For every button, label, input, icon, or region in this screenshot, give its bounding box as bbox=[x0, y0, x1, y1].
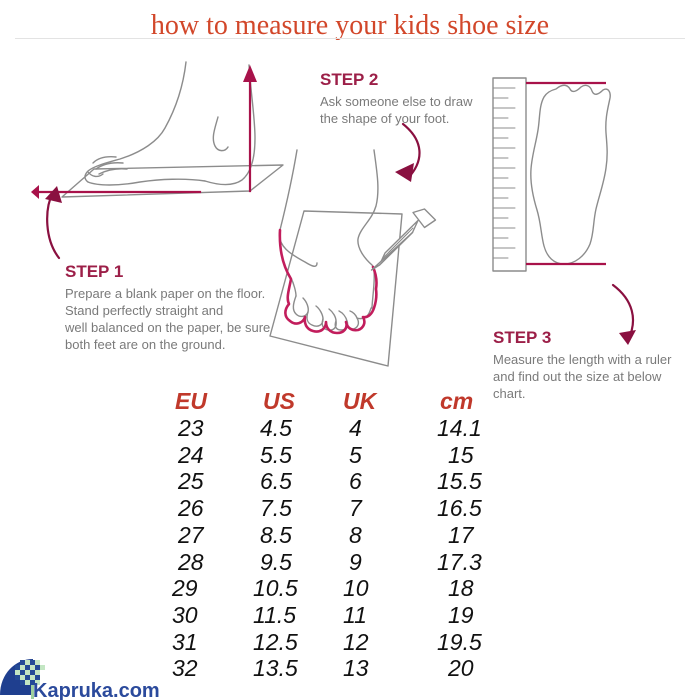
svg-text:Kapruka.com: Kapruka.com bbox=[33, 680, 160, 700]
